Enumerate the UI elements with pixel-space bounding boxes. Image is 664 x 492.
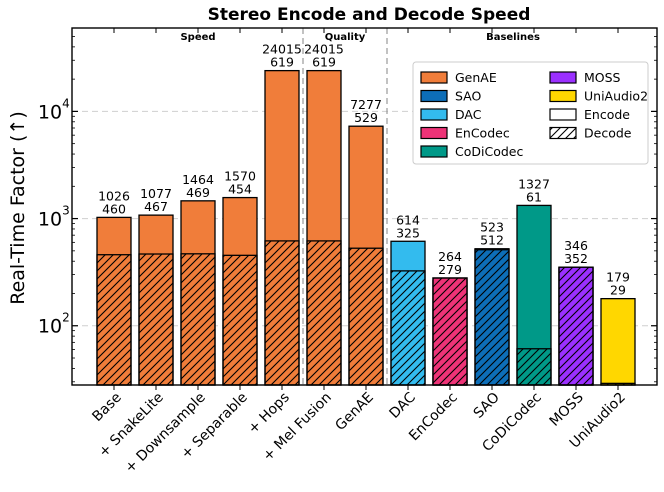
chart-title: Stereo Encode and Decode Speed <box>208 5 531 25</box>
decode-bar <box>516 348 552 386</box>
decode-value-label: 619 <box>312 55 336 70</box>
legend-swatch <box>420 71 448 84</box>
decode-value-label: 454 <box>228 182 252 197</box>
legend-label: UniAudio2 <box>584 89 648 104</box>
encode-value-label: 346 <box>564 238 588 253</box>
legend-swatch <box>420 126 448 140</box>
decode-value-label: 529 <box>354 110 378 125</box>
decode-bar <box>264 240 300 386</box>
x-tick-label: Base <box>89 390 124 425</box>
encode-value-label: 614 <box>396 212 420 227</box>
legend-label: DAC <box>455 107 482 122</box>
legend-swatch <box>420 108 448 121</box>
legend-label: CoDiCodec <box>455 144 523 159</box>
y-tick-label: 10 <box>38 101 62 123</box>
legend-label: GenAE <box>455 70 497 85</box>
encode-value-label: 7277 <box>350 97 382 112</box>
decode-bar <box>222 254 258 386</box>
decode-bar <box>306 240 342 386</box>
legend-swatch <box>549 89 577 103</box>
group-label: Quality <box>325 32 366 43</box>
encode-value-label: 1464 <box>182 172 214 187</box>
decode-value-label: 352 <box>564 251 588 266</box>
decode-value-label: 325 <box>396 225 420 240</box>
decode-bar <box>96 254 132 386</box>
decode-value-label: 29 <box>610 283 626 298</box>
y-tick-label: 10 <box>38 316 62 338</box>
decode-value-label: 279 <box>438 262 462 277</box>
decode-value-label: 469 <box>186 185 210 200</box>
legend-swatch <box>549 108 577 121</box>
encode-value-label: 264 <box>438 249 462 264</box>
decode-bar-hatch <box>432 277 468 386</box>
legend-label: Decode <box>584 126 632 141</box>
legend-label: EnCodec <box>455 126 510 141</box>
encode-value-label: 1570 <box>224 169 256 184</box>
encode-value-label: 1327 <box>518 176 550 191</box>
decode-bar <box>180 253 216 386</box>
group-label: Baselines <box>486 32 540 43</box>
x-tick-label: DAC <box>387 389 419 421</box>
decode-value-label: 512 <box>480 233 504 248</box>
decode-value-label: 619 <box>270 55 294 70</box>
group-label: Speed <box>180 32 215 43</box>
encode-value-label: 24015 <box>304 42 344 57</box>
encode-value-label: 1026 <box>98 188 130 203</box>
legend-swatch <box>549 71 577 84</box>
decode-bar-hatch <box>558 266 594 386</box>
decode-value-label: 460 <box>102 201 126 216</box>
axes-frame <box>71 27 658 386</box>
y-tick-exponent: 3 <box>62 204 70 218</box>
encode-value-label: 24015 <box>262 42 302 57</box>
decode-bar <box>474 249 510 386</box>
decode-value-label: 61 <box>526 189 542 204</box>
legend-label: Encode <box>584 107 630 122</box>
y-tick-exponent: 2 <box>62 311 70 325</box>
decode-bar <box>348 247 384 386</box>
encode-value-label: 1077 <box>140 186 172 201</box>
encode-value-label: 179 <box>606 270 630 285</box>
y-axis-label: Real-Time Factor (↑) <box>7 111 29 305</box>
decode-value-label: 467 <box>144 199 168 214</box>
y-tick-label: 10 <box>38 209 62 231</box>
x-tick-label: MOSS <box>547 389 587 429</box>
x-tick-label: GenAE <box>332 390 376 434</box>
decode-bar <box>138 253 174 386</box>
encode-bar <box>600 297 636 386</box>
legend-swatch <box>420 89 448 103</box>
legend-label: SAO <box>455 89 481 104</box>
legend-swatch <box>420 145 448 158</box>
decode-bar <box>390 270 426 386</box>
legend-label: MOSS <box>584 70 621 85</box>
x-tick-label: SAO <box>471 390 503 422</box>
legend-swatch <box>549 126 577 140</box>
legend-box <box>412 61 649 165</box>
encode-value-label: 523 <box>480 220 504 235</box>
y-tick-exponent: 4 <box>62 96 70 110</box>
